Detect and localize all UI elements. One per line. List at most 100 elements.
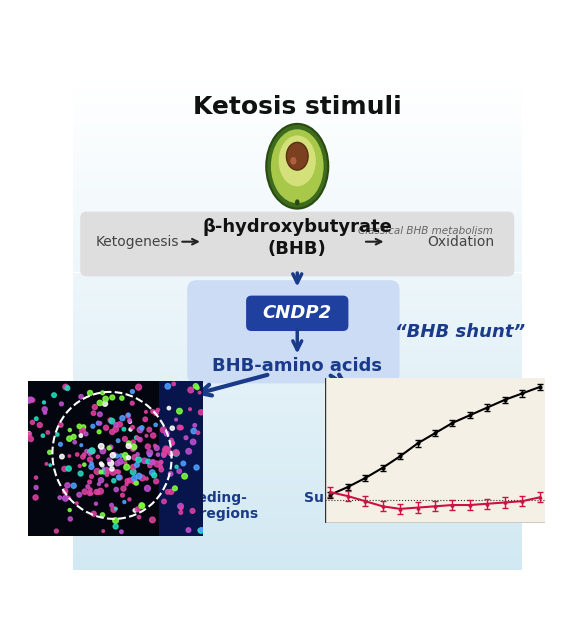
Point <box>144 424 154 435</box>
Point <box>89 508 98 519</box>
Bar <box>72 365 522 367</box>
Bar <box>72 426 522 428</box>
Bar <box>72 414 522 415</box>
Bar <box>72 278 522 279</box>
Point <box>114 472 124 483</box>
Bar <box>72 210 522 211</box>
Bar <box>72 267 522 268</box>
Point <box>135 425 144 435</box>
Bar <box>72 290 522 291</box>
Bar <box>72 440 522 441</box>
Bar <box>72 172 522 173</box>
Bar <box>72 457 522 458</box>
Bar <box>72 265 522 267</box>
Point <box>142 431 151 441</box>
Bar <box>72 295 522 296</box>
Bar <box>72 537 522 538</box>
Bar <box>72 231 522 233</box>
Point <box>110 449 119 459</box>
Bar <box>72 512 522 513</box>
Point <box>28 417 37 428</box>
Bar <box>72 129 522 130</box>
Bar <box>72 401 522 402</box>
Point <box>112 451 121 461</box>
Point <box>95 427 104 437</box>
Bar <box>72 128 522 129</box>
Bar <box>72 418 522 419</box>
Point <box>85 447 95 457</box>
Bar <box>72 565 522 566</box>
Point <box>107 427 117 437</box>
Bar <box>72 456 522 457</box>
Point <box>98 388 107 398</box>
Bar <box>72 326 522 327</box>
Bar <box>72 341 522 342</box>
Bar <box>72 325 522 326</box>
Bar <box>72 121 522 122</box>
Bar <box>72 227 522 228</box>
Point <box>93 452 103 462</box>
Bar <box>72 93 522 94</box>
Point <box>168 438 177 448</box>
Bar <box>72 474 522 475</box>
Bar <box>72 467 522 468</box>
Point <box>201 474 211 485</box>
Point <box>166 449 176 460</box>
Bar <box>72 564 522 565</box>
Point <box>31 482 41 492</box>
Point <box>129 442 139 452</box>
Bar <box>72 382 522 383</box>
Bar <box>72 448 522 449</box>
Bar <box>72 294 522 295</box>
Point <box>87 462 96 472</box>
Bar <box>72 417 522 418</box>
Bar <box>72 286 522 287</box>
Bar <box>72 361 522 362</box>
Bar <box>72 447 522 448</box>
Bar <box>72 260 522 261</box>
Bar <box>72 284 522 285</box>
Point <box>172 448 181 458</box>
FancyBboxPatch shape <box>246 296 349 331</box>
Bar <box>72 169 522 170</box>
Bar <box>72 167 522 168</box>
Bar <box>72 146 522 147</box>
Bar <box>72 264 522 265</box>
Point <box>111 521 120 531</box>
Text: CNDP2: CNDP2 <box>263 304 332 322</box>
Bar <box>72 244 522 245</box>
Bar <box>72 100 522 101</box>
Point <box>60 463 69 474</box>
Bar <box>72 375 522 376</box>
Bar <box>72 291 522 292</box>
Bar <box>72 549 522 550</box>
Point <box>75 461 85 471</box>
Point <box>114 435 123 445</box>
Bar <box>72 556 522 558</box>
Bar <box>72 246 522 247</box>
Point <box>115 456 125 467</box>
Point <box>145 450 154 460</box>
Bar <box>72 520 522 521</box>
Bar <box>72 249 522 250</box>
Bar <box>72 507 522 508</box>
Bar <box>72 274 522 275</box>
Bar <box>72 163 522 164</box>
Bar <box>72 87 522 88</box>
Bar <box>72 143 522 144</box>
Bar <box>72 542 522 543</box>
Bar <box>72 178 522 179</box>
Point <box>184 446 193 456</box>
Bar <box>72 449 522 451</box>
Bar <box>72 226 522 227</box>
Bar <box>72 97 522 99</box>
Point <box>129 462 138 472</box>
Bar <box>72 192 522 193</box>
Point <box>77 440 86 451</box>
Point <box>88 445 97 456</box>
Bar <box>72 234 522 235</box>
Bar <box>72 152 522 153</box>
Bar <box>72 377 522 378</box>
Bar <box>72 479 522 480</box>
Point <box>89 408 98 419</box>
